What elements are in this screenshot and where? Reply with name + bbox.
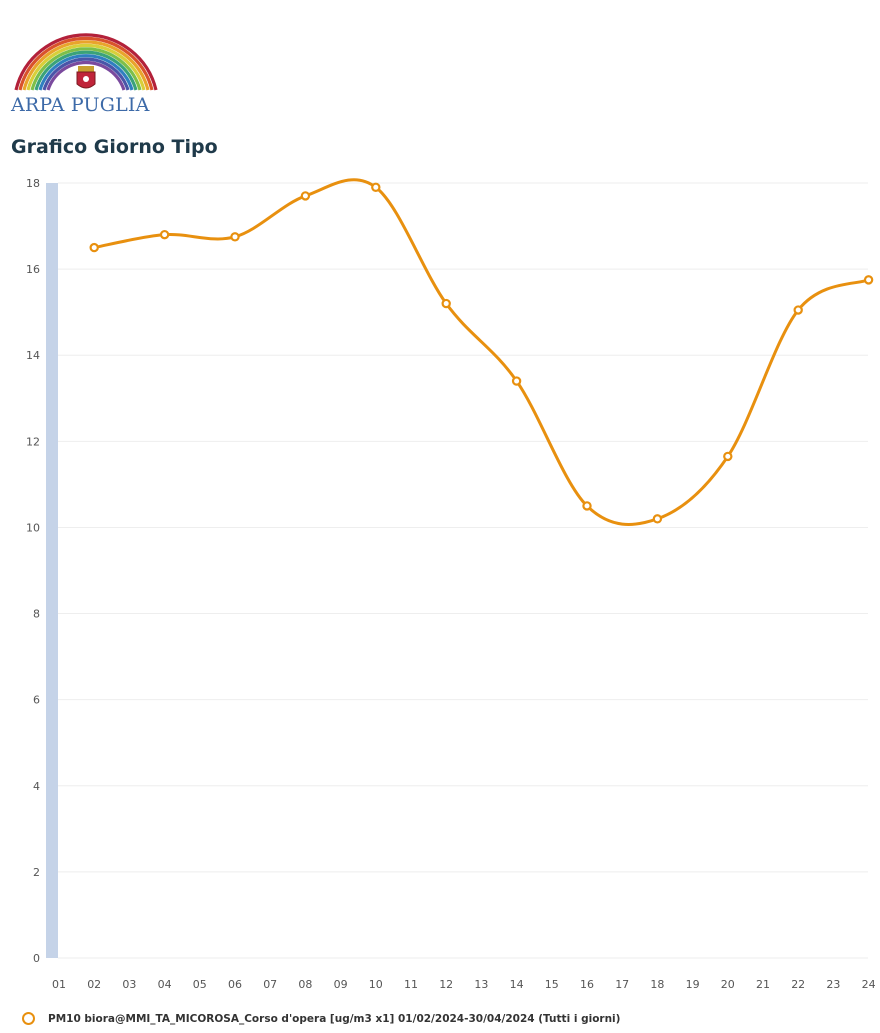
x-tick-label: 15 [545,978,559,991]
y-tick-label: 10 [26,521,40,534]
x-tick-label: 13 [474,978,488,991]
data-point[interactable] [582,501,592,511]
x-tick-label: 05 [193,978,207,991]
x-tick-label: 18 [650,978,664,991]
chart-title: Grafico Giorno Tipo [11,136,218,158]
data-point[interactable] [441,298,451,309]
coat-of-arms-icon [76,66,96,89]
x-tick-label: 04 [158,978,172,991]
x-tick-label: 11 [404,978,418,991]
series-line [92,178,871,526]
x-tick-label: 23 [826,978,840,991]
data-point[interactable] [230,232,240,242]
data-point[interactable] [511,376,522,386]
x-tick-label: 03 [122,978,136,991]
y-tick-label: 6 [33,694,40,707]
arpa-puglia-logo [14,33,158,91]
y-tick-label: 16 [26,263,40,276]
y-axis-band [46,183,58,958]
x-tick-label: 20 [721,978,735,991]
y-tick-label: 0 [33,952,40,965]
data-point[interactable] [300,191,311,201]
x-tick-label: 22 [791,978,805,991]
x-tick-label: 02 [87,978,101,991]
x-tick-label: 14 [510,978,524,991]
legend-marker-icon [22,1012,35,1025]
data-point[interactable] [652,514,663,524]
series-layer [89,178,874,526]
legend[interactable]: PM10 biora@MMI_TA_MICOROSA_Corso d'opera… [22,1012,620,1025]
x-tick-label: 06 [228,978,242,991]
data-point[interactable] [159,229,170,240]
x-tick-label: 24 [862,978,876,991]
y-tick-label: 12 [26,435,40,448]
x-tick-label: 17 [615,978,629,991]
legend-label: PM10 biora@MMI_TA_MICOROSA_Corso d'opera… [48,1012,621,1025]
x-tick-label: 12 [439,978,453,991]
x-tick-label: 01 [52,978,66,991]
x-tick-labels: 01 02 03 04 05 06 07 08 09 10 11 12 13 14 15 16 17 18 19 20… [52,978,876,991]
data-point[interactable] [793,305,803,315]
y-tick-label: 18 [26,177,40,190]
x-tick-label: 19 [686,978,700,991]
x-tick-label: 09 [334,978,348,991]
data-point[interactable] [863,275,874,285]
data-point[interactable] [371,182,381,193]
y-tick-label: 14 [26,349,40,362]
grid-lines [58,182,868,959]
y-tick-label: 2 [33,866,40,879]
x-tick-label: 21 [756,978,770,991]
y-tick-label: 4 [33,780,40,793]
x-tick-label: 10 [369,978,383,991]
data-point[interactable] [723,451,733,462]
logo-text: ARPA PUGLIA [11,94,150,116]
y-tick-label: 8 [33,608,40,621]
x-tick-label: 07 [263,978,277,991]
x-tick-label: 08 [298,978,312,991]
x-tick-label: 16 [580,978,594,991]
data-point[interactable] [89,242,99,253]
y-tick-labels: 0 2 4 6 8 10 12 14 16 18 [26,177,40,965]
